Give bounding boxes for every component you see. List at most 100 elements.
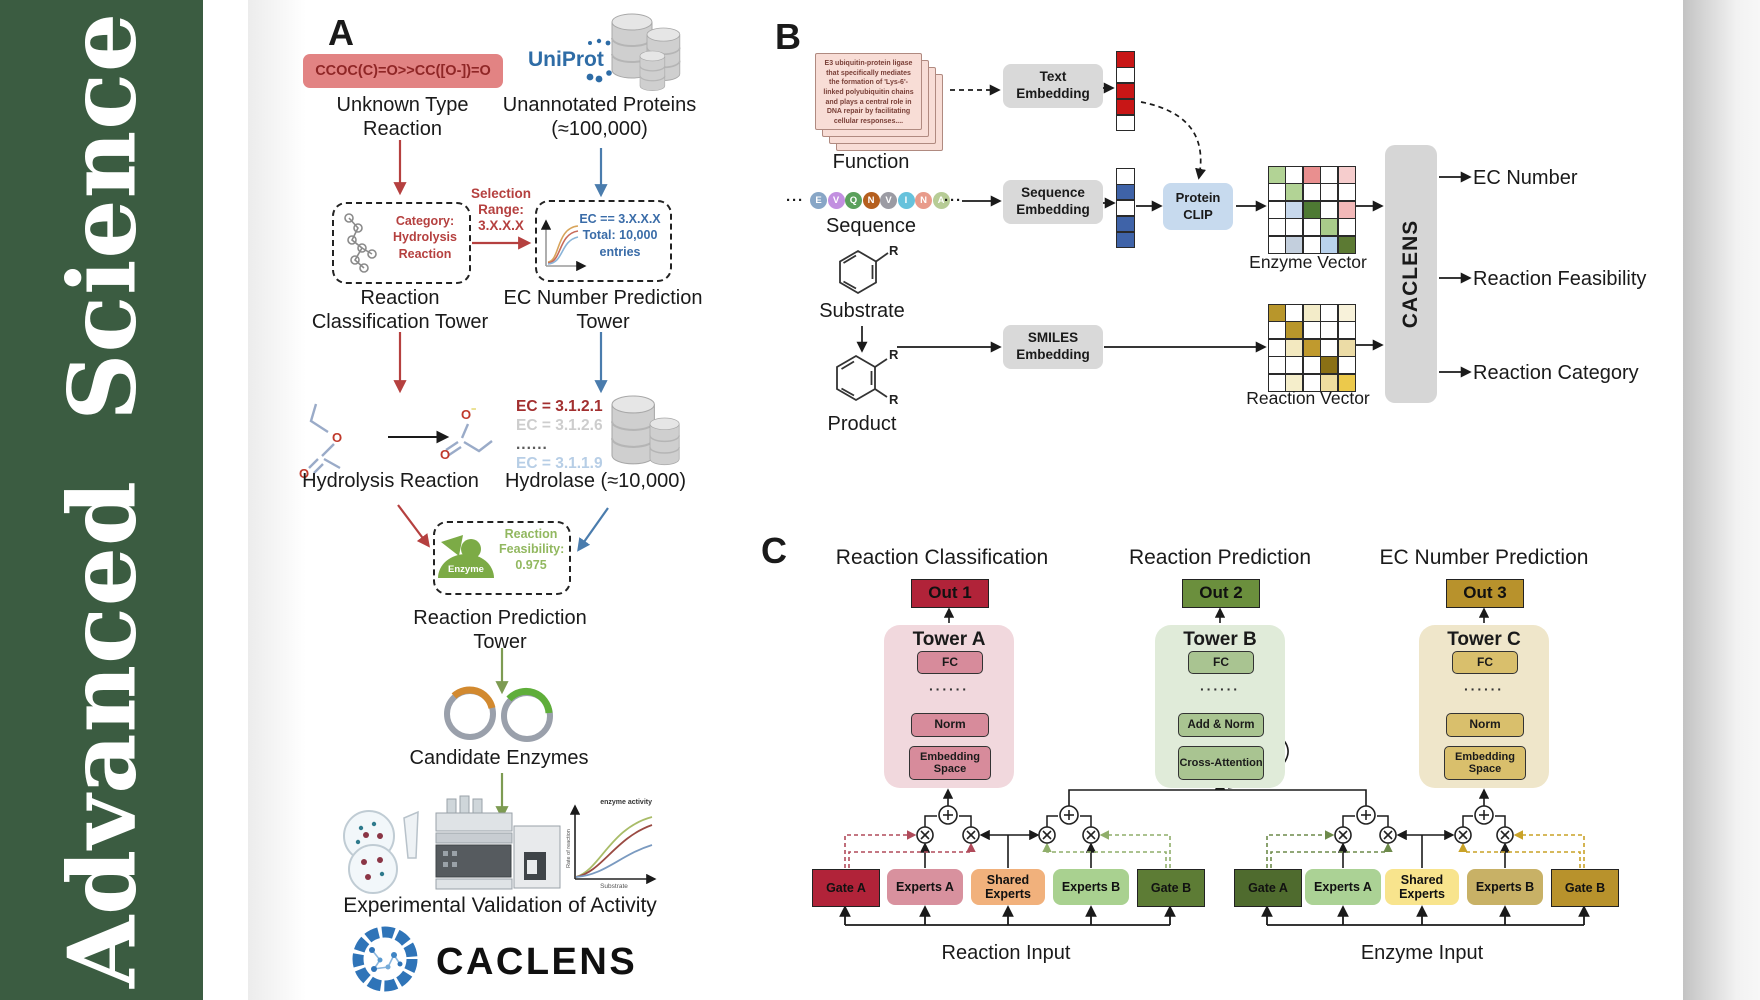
caclens-model-label: CACLENS — [1399, 219, 1422, 329]
text-embedding-box: Text Embedding — [1003, 64, 1103, 108]
heading-ec-number-prediction: EC Number Prediction — [1379, 546, 1589, 569]
towerB-trunk — [1068, 789, 1367, 806]
protein-clip-box: Protein CLIP — [1163, 183, 1233, 230]
classification-dashed-box — [332, 202, 471, 284]
enzyme-vector-grid — [1268, 166, 1356, 254]
output-reaction-feasibility: Reaction Feasibility — [1473, 268, 1647, 290]
substrate-r-label: R — [889, 243, 899, 258]
ec-tower-label: EC Number Prediction Tower — [503, 287, 703, 333]
sequence-label: Sequence — [825, 215, 917, 237]
unannotated-proteins-label: Unannotated Proteins (≈100,000) — [502, 94, 697, 140]
journal-sidebar: Advanced Science — [0, 0, 203, 1000]
tower-c-dots: ······ — [1464, 681, 1504, 697]
tower-a-norm: Norm — [911, 713, 989, 737]
smiles-embedding-box: SMILES Embedding — [1003, 325, 1103, 369]
product-r2-label: R — [889, 392, 899, 407]
tower-c-embedding: Embedding Space — [1444, 746, 1526, 780]
feasibility-dashed-box — [433, 521, 571, 595]
ec-box-line2: Total: 10,000 — [582, 228, 658, 243]
heading-reaction-classification: Reaction Classification — [835, 546, 1049, 569]
activity-chart-ylabel: Rate of reaction — [566, 829, 572, 868]
acetate-molecule — [445, 423, 493, 456]
reaction-vector-label: Reaction Vector — [1246, 388, 1370, 408]
function-card: E3 ubiquitin-protein ligase that specifi… — [815, 53, 922, 130]
acetate-O-minus: O — [461, 407, 471, 422]
selection-range-label: Selection Range: 3.X.X.X — [470, 186, 532, 233]
out1-box: Out 1 — [911, 579, 989, 608]
tower-c-title: Tower C — [1447, 629, 1521, 650]
right-gate-b: Gate B — [1551, 869, 1619, 907]
tower-c-norm: Norm — [1446, 713, 1524, 737]
figure-left-edge-shadow — [248, 0, 306, 1000]
acetate-O2: O — [440, 447, 450, 462]
arrow-hydrolase-to-feasibility — [577, 507, 609, 552]
database-icon-hydrolase — [610, 394, 680, 466]
left-gate-a: Gate A — [812, 869, 880, 907]
product-r1-label: R — [889, 347, 899, 362]
left-experts-a: Experts A — [887, 869, 963, 905]
function-card-text: E3 ubiquitin-protein ligase that specifi… — [823, 60, 914, 125]
activity-chart-xlabel: Substrate — [600, 883, 628, 890]
experimental-validation-label: Experimental Validation of Activity — [343, 894, 657, 917]
caclens-logo-icon — [352, 926, 418, 992]
substrate-label: Substrate — [819, 300, 905, 322]
acetate-minus: − — [471, 404, 476, 414]
right-experts-b: Experts B — [1467, 869, 1543, 905]
tower-b-fc: FC — [1188, 651, 1254, 674]
right-shared-experts: Shared Experts — [1385, 869, 1459, 905]
uniprot-logo: UniProt — [528, 48, 604, 71]
function-label: Function — [832, 151, 910, 173]
database-icon-unannotated — [611, 13, 681, 92]
candidate-enzymes-label: Candidate Enzymes — [409, 747, 589, 769]
output-reaction-category: Reaction Category — [1473, 362, 1639, 384]
hydrolysis-reaction-label: Hydrolysis Reaction — [302, 470, 479, 492]
input-buses — [839, 905, 1590, 926]
substrate-molecule — [839, 249, 889, 295]
classification-tower-label: Reaction Classification Tower — [311, 287, 489, 333]
tower-a-embedding: Embedding Space — [909, 746, 991, 780]
sum-nodes — [938, 805, 1494, 825]
sequence-ellipsis-right: ··· — [944, 192, 962, 209]
tower-b-title: Tower B — [1183, 629, 1257, 650]
out2-box: Out 2 — [1182, 579, 1260, 608]
gate-routes — [844, 830, 1585, 868]
panel-b-label: B — [775, 16, 801, 57]
smiles-reaction-box: CCOC(C)=O>>CC([O-])=O — [303, 54, 503, 88]
out3-box: Out 3 — [1446, 579, 1524, 608]
instrument-icon — [435, 795, 561, 890]
activity-chart: enzyme activity Rate of reaction Substra… — [566, 799, 657, 890]
tower-b-addnorm: Add & Norm — [1178, 713, 1264, 737]
ec-dashed-box — [535, 200, 672, 282]
tower-a-title: Tower A — [912, 629, 986, 650]
caclens-model-box: CACLENS — [1385, 145, 1437, 403]
ec-result-2: EC = 3.1.2.6 — [516, 417, 603, 434]
sample-dish-icons — [343, 810, 419, 894]
enzyme-icon-label: Enzyme — [448, 564, 484, 575]
product-nodes — [916, 826, 1514, 844]
panel-a-label: A — [328, 12, 354, 53]
tower-b-dots: ······ — [1200, 681, 1240, 697]
arrow-hydrolysis-to-feasibility — [397, 504, 430, 548]
ec-selection-label: EC == 3.X.X.X Total: 10,000 entries — [575, 211, 665, 260]
left-gate-b: Gate B — [1137, 869, 1205, 907]
right-experts-a: Experts A — [1305, 869, 1381, 905]
left-experts-b: Experts B — [1053, 869, 1129, 905]
activity-chart-title: enzyme activity — [600, 799, 652, 806]
figure-right-edge-shadow — [1683, 0, 1760, 1000]
journal-brand: Advanced Science — [47, 12, 156, 988]
ec-box-line3: entries — [599, 244, 641, 259]
ester-O1: O — [332, 430, 342, 445]
output-ec-number: EC Number — [1473, 167, 1578, 189]
left-shared-experts: Shared Experts — [971, 869, 1045, 905]
tower-c-fc: FC — [1452, 651, 1518, 674]
text-embedding-vector — [1116, 51, 1135, 132]
unknown-reaction-label: Unknown Type Reaction — [336, 94, 469, 140]
product-molecule — [836, 354, 888, 402]
ec-result-1: EC = 3.1.2.1 — [516, 398, 603, 415]
heading-reaction-prediction: Reaction Prediction — [1128, 546, 1312, 569]
reaction-vector-grid — [1268, 304, 1356, 392]
enzyme-vector-label: Enzyme Vector — [1249, 252, 1367, 272]
tower-b-crossattention: Cross-Attention — [1178, 746, 1264, 780]
